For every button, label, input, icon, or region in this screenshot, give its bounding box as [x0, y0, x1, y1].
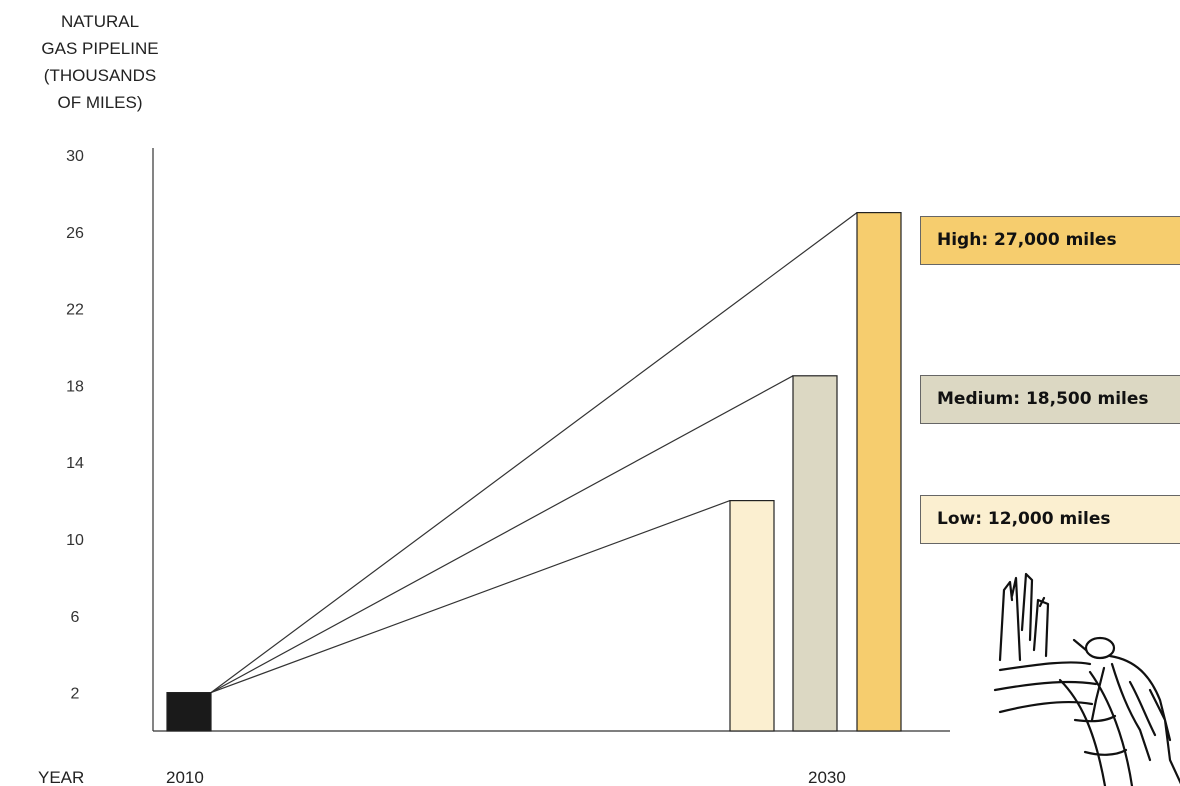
- y-axis-title-line: (THOUSANDS: [43, 66, 157, 85]
- legend-medium: Medium: 18,500 miles: [920, 375, 1180, 424]
- y-axis-title-line: OF MILES): [57, 93, 143, 112]
- pipeline-worker-icon: [993, 572, 1180, 786]
- x-axis-title: YEAR: [38, 768, 84, 786]
- y-tick-label: 10: [66, 532, 84, 549]
- projection-line-high: [210, 212, 858, 694]
- bar-medium: [792, 375, 838, 732]
- y-tick-label: 26: [66, 225, 84, 242]
- projection-line-low: [210, 500, 731, 694]
- projection-line-medium: [210, 375, 794, 694]
- y-tick-label: 6: [71, 609, 80, 626]
- legend-high: High: 27,000 miles: [920, 216, 1180, 265]
- y-tick-label: 18: [66, 378, 84, 395]
- y-axis-title-line: NATURAL: [60, 12, 140, 31]
- y-tick-label: 14: [66, 455, 84, 472]
- y-tick-label: 22: [66, 302, 84, 319]
- y-tick-label: 30: [66, 148, 84, 165]
- y-tick-label: 2: [71, 686, 80, 703]
- y-axis-title-line: GAS PIPELINE: [41, 39, 159, 58]
- bar-low: [729, 500, 775, 732]
- x-tick-label: 2010: [166, 768, 204, 786]
- x-tick-label: 2030: [808, 768, 846, 786]
- bar-2010: [166, 691, 212, 732]
- y-axis-title: NATURAL GAS PIPELINE (THOUSANDS OF MILES…: [30, 8, 170, 116]
- legend-low: Low: 12,000 miles: [920, 495, 1180, 544]
- bar-high: [856, 212, 902, 732]
